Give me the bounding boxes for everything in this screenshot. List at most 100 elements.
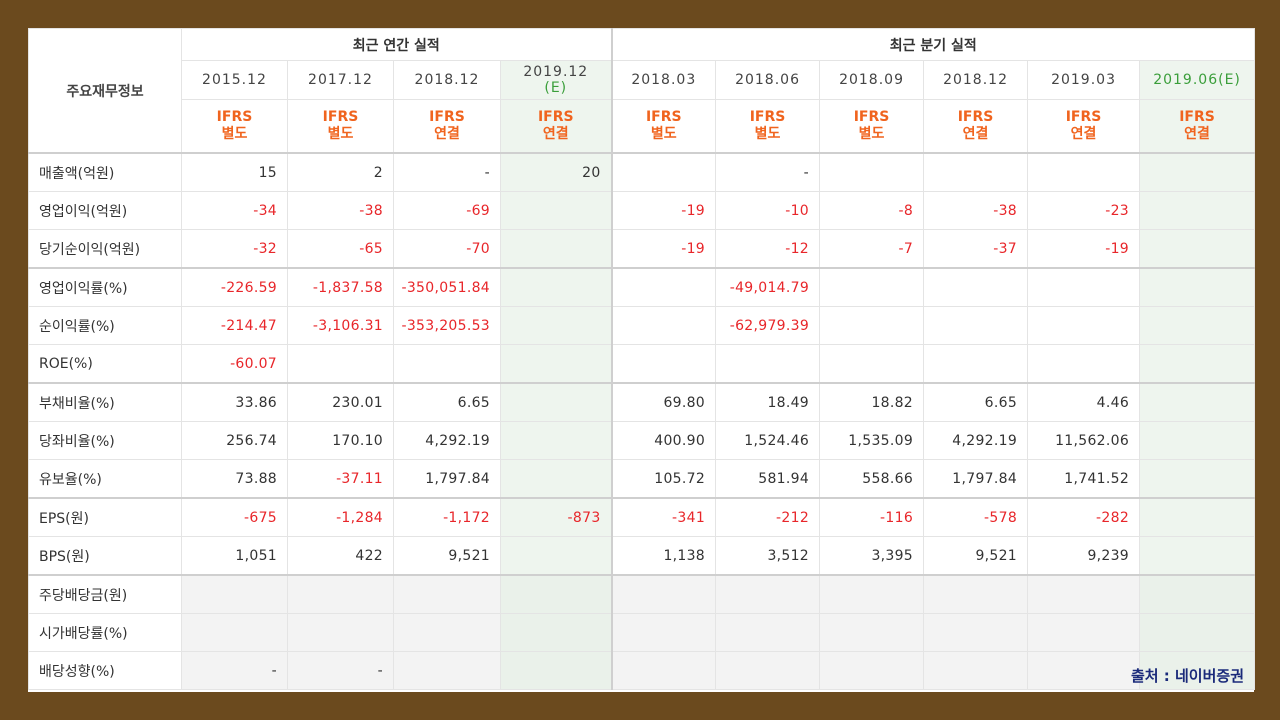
table-cell: -19 [1027,229,1141,269]
table-cell: -38 [287,191,394,230]
period-date-header: 2018.06 [715,60,821,100]
table-cell: 73.88 [181,459,288,499]
table-cell: 20 [499,152,613,192]
table-row: 매출액(억원) 15 2-20- [28,152,1256,192]
table-cell [393,651,501,690]
table-cell: -1,284 [287,497,394,537]
table-cell: 11,562.06 [1027,421,1141,460]
table-cell [287,574,394,614]
table-cell [923,344,1029,384]
table-cell [499,382,613,422]
table-cell [1027,344,1141,384]
table-cell: 9,521 [393,536,501,576]
ifrs-label: IFRS [957,109,994,125]
table-cell [287,613,394,652]
estimate-mark: (E) [544,80,568,96]
table-cell: -19 [610,229,717,269]
table-cell: 1,051 [181,536,288,576]
row-label: 시가배당률(%) [28,613,182,652]
period-basis-header: IFRS 연결 [393,99,501,154]
basis-label: 별도 [327,126,354,142]
period-date: 2015.12 [202,72,267,88]
period-basis-header: IFRS 별도 [287,99,394,154]
table-row: 시가배당률(%) [28,613,1256,652]
ifrs-label: IFRS [429,109,465,125]
table-cell [610,574,717,614]
table-cell [923,613,1029,652]
row-label: 당좌비율(%) [28,421,182,460]
table-cell [393,344,501,384]
table-row: 주당배당금(원) [28,574,1256,614]
table-cell [819,152,925,192]
table-cell [923,267,1029,307]
table-cell [1139,421,1256,460]
table-cell: -212 [715,497,821,537]
table-cell: -282 [1027,497,1141,537]
period-date-header: 2019.03 [1027,60,1141,100]
table-cell [610,152,717,192]
table-cell: 558.66 [819,459,925,499]
table-cell [1139,497,1256,537]
table-cell [499,191,613,230]
corner-header: 주요재무정보 [28,28,182,154]
table-cell [1139,382,1256,422]
table-cell: -70 [393,229,501,269]
table-cell [819,344,925,384]
table-cell: 18.49 [715,382,821,422]
table-cell: 105.72 [610,459,717,499]
table-row: 유보율(%) 73.88 -37.11 1,797.84 105.72 581.94 558… [28,459,1256,499]
table-cell: 256.74 [181,421,288,460]
table-row: 당기순이익(억원) -32 -65 -70 -19 -12 -7 -37 -19 [28,229,1256,269]
ifrs-label: IFRS [749,109,786,125]
table-cell: 170.10 [287,421,394,460]
table-cell: - [393,152,501,192]
table-cell: -226.59 [181,267,288,307]
table-cell: 3,512 [715,536,821,576]
table-cell: 15 [181,152,288,192]
table-cell: -10 [715,191,821,230]
table-cell: 9,239 [1027,536,1141,576]
table-cell: -38 [923,191,1029,230]
table-cell: 4.46 [1027,382,1141,422]
table-cell [1139,191,1256,230]
period-date: 2018.09 [839,72,904,88]
row-label: 부채비율(%) [28,382,182,422]
table-cell: -214.47 [181,306,288,345]
table-cell [1139,613,1256,652]
row-label: 배당성향(%) [28,651,182,690]
table-cell [819,651,925,690]
period-basis-header: IFRS 별도 [715,99,821,154]
table-cell [1027,267,1141,307]
period-date: 2018.06 [735,72,800,88]
period-date: 2019.06 [1153,72,1219,88]
table-cell [499,421,613,460]
table-cell [610,344,717,384]
table-cell [1139,651,1256,690]
basis-label: 별도 [221,126,248,142]
row-label: EPS(원) [28,497,182,537]
table-cell [499,267,613,307]
table-row: 배당성향(%) - - [28,651,1256,690]
table-cell: -578 [923,497,1029,537]
table-cell: 1,138 [610,536,717,576]
table-cell: - [287,651,394,690]
table-cell: 2 [287,152,394,192]
ifrs-label: IFRS [1065,109,1102,125]
table-cell [287,344,394,384]
table-cell [1139,306,1256,345]
table-cell [499,651,613,690]
period-basis-header: IFRS 연결 [499,99,613,154]
table-cell: -37 [923,229,1029,269]
period-date-header: 2015.12 [181,60,288,100]
ifrs-label: IFRS [322,109,359,125]
annual-group-header: 최근 연간 실적 [180,28,613,61]
table-cell: 6.65 [393,382,501,422]
period-basis-header: IFRS 연결 [1027,99,1141,154]
table-cell [1139,344,1256,384]
table-cell [499,574,613,614]
header-ifrs-row: IFRS 별도 IFRS 별도 IFRS 연결 IFRS 연결 IFRS 별도 IFRS 별도 IFRS… [29,99,1256,154]
table-cell [610,651,717,690]
table-cell [819,267,925,307]
table-cell: -8 [819,191,925,230]
table-cell: -3,106.31 [287,306,394,345]
